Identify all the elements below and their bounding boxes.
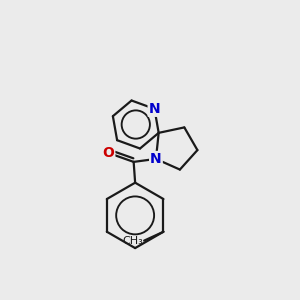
Text: N: N — [148, 102, 160, 116]
Text: N: N — [150, 152, 162, 166]
Text: CH₃: CH₃ — [122, 236, 142, 246]
Text: O: O — [103, 146, 114, 160]
